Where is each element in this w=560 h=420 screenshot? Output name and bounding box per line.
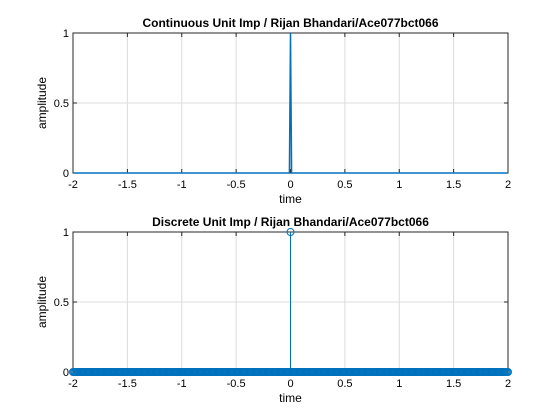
plot2-x-tick-label-5: 0.5 <box>337 378 352 390</box>
plot2-y-tick-label-2: 1 <box>63 227 69 239</box>
plot2-y-tick-label-1: 0.5 <box>54 297 69 309</box>
plot2-y-tick-label-0: 0 <box>63 367 69 379</box>
plot1-ticks: -2 -1.5 -1 -0.5 0 0.5 1 1.5 2 0 0.5 1 <box>54 28 511 191</box>
plot2-x-tick-label-7: 1.5 <box>446 378 461 390</box>
plot1-y-tick-label-2: 1 <box>63 28 69 40</box>
plot1-x-tick-label-0: -2 <box>68 179 78 191</box>
plot2-x-axis-label: time <box>279 391 302 405</box>
plot2-data <box>69 228 512 376</box>
plot1-x-tick-label-5: 0.5 <box>337 179 352 191</box>
plot1-x-tick-label-8: 2 <box>505 179 511 191</box>
plot1-y-tick-label-0: 0 <box>63 168 69 180</box>
plot2-x-tick-label-4: 0 <box>287 378 293 390</box>
plot1-y-tick-label-1: 0.5 <box>54 98 69 110</box>
plot2-x-tick-label-3: -0.5 <box>227 378 246 390</box>
plot2-title: Discrete Unit Imp / Rijan Bhandari/Ace07… <box>152 215 429 229</box>
continuous-impulse-plot: -2 -1.5 -1 -0.5 0 0.5 1 1.5 2 0 0.5 1 Continuous Un… <box>35 16 511 206</box>
plot2-x-tick-label-2: -1 <box>177 378 187 390</box>
discrete-impulse-plot: -2 -1.5 -1 -0.5 0 0.5 1 1.5 2 0 0.5 1 Discrete Unit… <box>35 215 512 405</box>
plot2-y-axis-label: amplitude <box>35 276 49 328</box>
plot1-title: Continuous Unit Imp / Rijan Bhandari/Ace… <box>142 16 438 30</box>
plot2-stem-marker-400 <box>504 368 512 376</box>
plot1-x-tick-label-4: 0 <box>287 179 293 191</box>
plot1-x-tick-label-2: -1 <box>177 179 187 191</box>
plot1-series-line-0 <box>73 32 508 174</box>
plot2-x-tick-label-0: -2 <box>68 378 78 390</box>
plot2-x-tick-label-6: 1 <box>396 378 402 390</box>
plot1-x-tick-label-3: -0.5 <box>227 179 246 191</box>
plot1-x-tick-label-7: 1.5 <box>446 179 461 191</box>
plot1-data <box>73 32 508 174</box>
plot1-x-tick-label-1: -1.5 <box>118 179 137 191</box>
plot1-x-tick-label-6: 1 <box>396 179 402 191</box>
plot2-ticks: -2 -1.5 -1 -0.5 0 0.5 1 1.5 2 0 0.5 1 <box>54 227 511 390</box>
plot2-x-tick-label-1: -1.5 <box>118 378 137 390</box>
plot2-impulse-marker <box>286 228 295 236</box>
plot1-x-axis-label: time <box>279 192 302 206</box>
plot2-x-tick-label-8: 2 <box>505 378 511 390</box>
plot1-y-axis-label: amplitude <box>35 77 49 129</box>
